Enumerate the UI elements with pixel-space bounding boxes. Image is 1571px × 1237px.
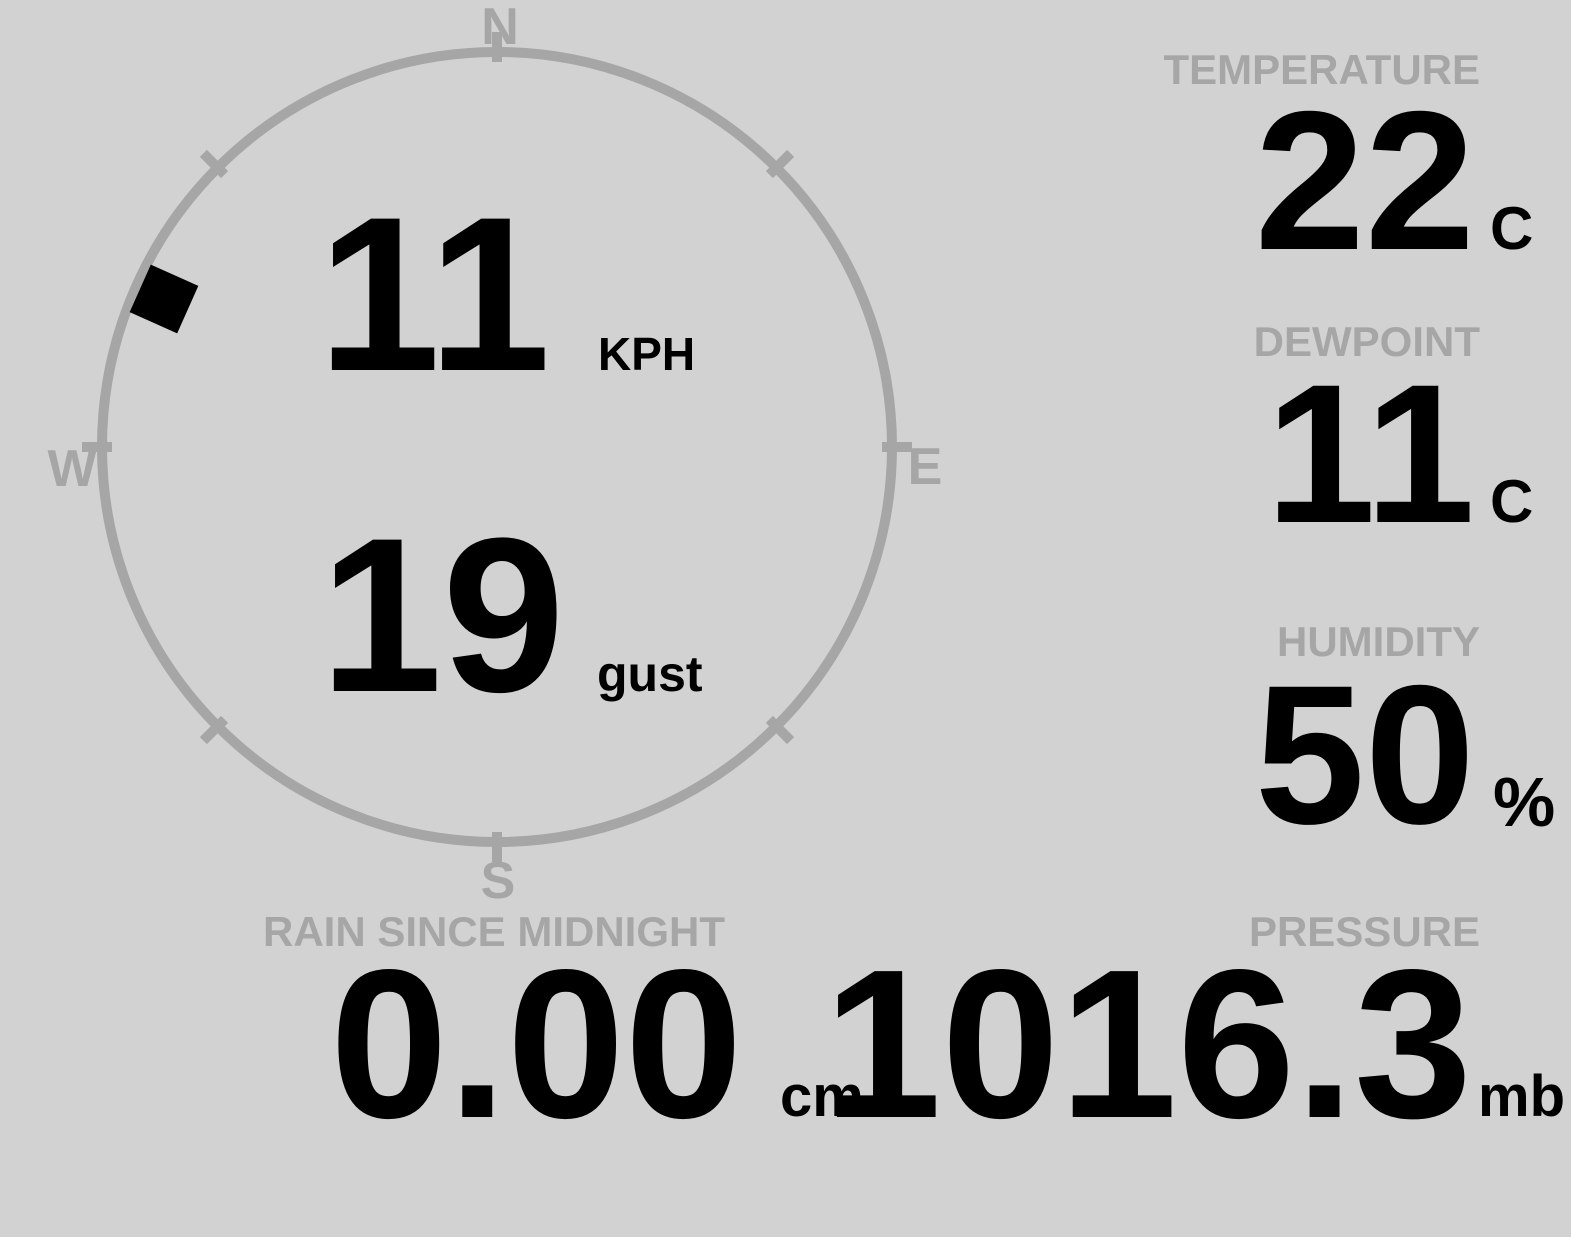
wind-gust-value: 19 (320, 492, 565, 738)
compass-tick (492, 32, 502, 62)
humidity-value: 50 (1254, 644, 1475, 865)
compass-label-east: E (907, 438, 943, 496)
humidity-unit: % (1493, 763, 1556, 841)
wind-speed-unit: KPH (598, 328, 696, 380)
temperature-label: TEMPERATURE (1163, 46, 1480, 93)
pressure-value: 1016.3 (823, 925, 1472, 1162)
compass-label-south: S (480, 852, 516, 910)
rain-unit: cm (780, 1064, 864, 1129)
dewpoint-value: 11 (1265, 343, 1475, 564)
pressure-unit: mb (1478, 1064, 1565, 1129)
wind-speed-value: 11 (318, 171, 551, 417)
pressure-label: PRESSURE (1248, 908, 1480, 955)
temperature-unit: C (1490, 195, 1534, 262)
dewpoint-label: DEWPOINT (1253, 318, 1480, 365)
rain-value: 0.00 (330, 925, 743, 1162)
compass-label-north: N (481, 0, 519, 56)
wind-gust-label: gust (597, 646, 703, 702)
rain-label: RAIN SINCE MIDNIGHT (263, 908, 725, 955)
dewpoint-unit: C (1490, 468, 1534, 535)
compass-label-west: W (47, 440, 97, 498)
humidity-label: HUMIDITY (1277, 618, 1480, 665)
temperature-value: 22 (1254, 70, 1475, 291)
